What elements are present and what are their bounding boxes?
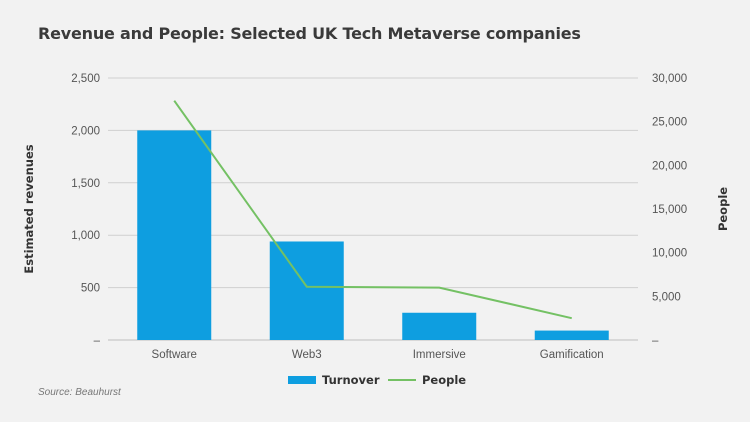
y-tick-label: 2,500 bbox=[71, 73, 100, 85]
y2-tick-label: 5,000 bbox=[652, 291, 681, 303]
x-tick-label: Gamification bbox=[540, 349, 604, 361]
source-note: Source: Beauhurst bbox=[38, 387, 121, 398]
y-tick-label: – bbox=[94, 335, 101, 347]
y2-tick-label: 25,000 bbox=[652, 117, 687, 129]
y-tick-label: 1,000 bbox=[71, 230, 100, 242]
y2-tick-label: 15,000 bbox=[652, 204, 687, 216]
legend-label-people: People bbox=[422, 373, 466, 387]
y2-tick-label: 20,000 bbox=[652, 160, 687, 172]
x-tick-label: Software bbox=[152, 349, 197, 361]
x-tick-label: Immersive bbox=[413, 349, 466, 361]
y-tick-label: 1,500 bbox=[71, 178, 100, 190]
y-axis-label: Estimated revenues bbox=[22, 144, 36, 273]
y2-tick-label: 30,000 bbox=[652, 73, 687, 85]
legend-label-turnover: Turnover bbox=[322, 373, 380, 387]
y-tick-label: 500 bbox=[81, 283, 100, 295]
bar-software bbox=[137, 130, 212, 340]
chart-title: Revenue and People: Selected UK Tech Met… bbox=[38, 24, 581, 43]
y2-axis-label: People bbox=[716, 187, 730, 231]
legend-swatch-turnover bbox=[288, 376, 316, 384]
y2-tick-label: – bbox=[652, 335, 659, 347]
bar-immersive bbox=[402, 312, 477, 340]
y2-tick-label: 10,000 bbox=[652, 248, 687, 260]
x-tick-label: Web3 bbox=[292, 349, 322, 361]
y-tick-label: 2,000 bbox=[71, 125, 100, 137]
bar-web3 bbox=[269, 241, 344, 340]
people-line bbox=[173, 100, 572, 320]
bar-gamification bbox=[534, 330, 609, 340]
